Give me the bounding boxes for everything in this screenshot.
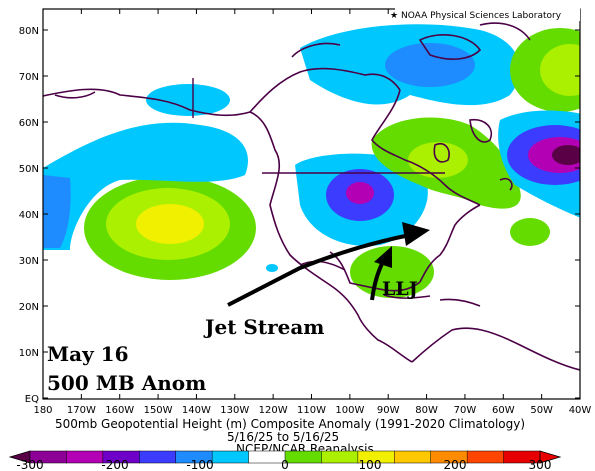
pacific-ridge-core	[136, 204, 204, 244]
anomaly-fields	[43, 24, 580, 298]
latitude-label: 40N	[19, 210, 39, 221]
colorbar-tick-label: 300	[529, 458, 552, 471]
latitude-label: 80N	[19, 26, 39, 37]
longitude-label: 90W	[377, 405, 400, 416]
latitude-label: 50N	[19, 164, 39, 175]
colorbar-right-arrow	[539, 450, 562, 464]
north-pacific-trough	[43, 122, 248, 250]
colorbar-segment	[211, 450, 250, 464]
colorbar-tick-label: 100	[359, 458, 382, 471]
colorbar-segment	[66, 450, 104, 464]
latitude-label: 10N	[19, 348, 39, 359]
atlantic-small-ridge	[510, 218, 550, 246]
level-label: 500 MB Anom	[47, 371, 206, 395]
latitude-label: 30N	[19, 256, 39, 267]
north-pacific-trough-core	[43, 175, 71, 248]
colorbar-segment	[466, 450, 505, 464]
llj-arrowhead	[374, 246, 392, 268]
longitude-label: 140W	[182, 405, 211, 416]
longitude-label: 80W	[415, 405, 438, 416]
colorbar-tick-label: 0	[281, 458, 289, 471]
central-us-low-core	[346, 182, 374, 204]
colorbar-segment	[139, 450, 177, 464]
jet-stream-arrowhead	[402, 222, 430, 246]
colorbar-segment	[284, 450, 323, 464]
coastlines	[43, 22, 580, 371]
credit-box	[395, 8, 580, 21]
longitude-label: 180	[33, 405, 52, 416]
caption-title: 500mb Geopotential Height (m) Composite …	[55, 417, 525, 431]
latitude-label: 70N	[19, 72, 39, 83]
date-label: May 16	[47, 342, 129, 366]
longitude-label: 70W	[454, 405, 477, 416]
credit-star-icon: ★	[390, 11, 398, 21]
caption-dates: 5/16/25 to 5/16/25	[227, 430, 339, 444]
longitude-label: 160W	[105, 405, 134, 416]
longitude-label: 150W	[144, 405, 173, 416]
longitude-label: 130W	[220, 405, 249, 416]
latitude-label: 20N	[19, 302, 39, 313]
colorbar-segment	[321, 450, 359, 464]
longitude-label: 50W	[530, 405, 553, 416]
longitude-label: 40W	[569, 405, 592, 416]
jet-stream-arrow	[227, 222, 430, 307]
longitude-label: 100W	[335, 405, 364, 416]
gulf-ridge	[350, 246, 434, 298]
credit-text: NOAA Physical Sciences Laboratory	[401, 11, 562, 21]
canadian-trough-core	[385, 43, 475, 87]
longitude-label: 120W	[259, 405, 288, 416]
colorbar	[8, 450, 562, 464]
atlantic-low-core	[552, 145, 580, 165]
colorbar-segment	[394, 450, 432, 464]
longitude-label: 170W	[67, 405, 96, 416]
llj-label: LLJ	[382, 278, 418, 300]
north-atlantic-ridge-core	[540, 44, 580, 96]
colorbar-tick-label: 200	[444, 458, 467, 471]
latitude-labels: 80N 70N 60N 50N 40N 30N 20N 10N EQ	[19, 26, 39, 405]
colorbar-segment	[248, 450, 286, 464]
longitude-label: 60W	[492, 405, 515, 416]
colorbar-labels: -300 -200 -100 0 100 200 300	[16, 458, 551, 471]
political-borders	[192, 78, 445, 271]
colorbar-tick-label: -100	[186, 458, 213, 471]
colorbar-tick-label: -300	[16, 458, 43, 471]
colorbar-tick-label: -200	[101, 458, 128, 471]
llj-arrow	[370, 246, 392, 301]
latitude-label: EQ	[25, 394, 39, 405]
latitude-label: 60N	[19, 118, 39, 129]
small-negative-anomaly	[266, 264, 278, 272]
jet-stream-label: Jet Stream	[203, 315, 324, 339]
longitude-labels: 180 170W 160W 150W 140W 130W 120W 110W 100W 90W 80…	[33, 405, 591, 416]
longitude-label: 110W	[297, 405, 326, 416]
gulf-of-alaska-low	[146, 84, 230, 116]
